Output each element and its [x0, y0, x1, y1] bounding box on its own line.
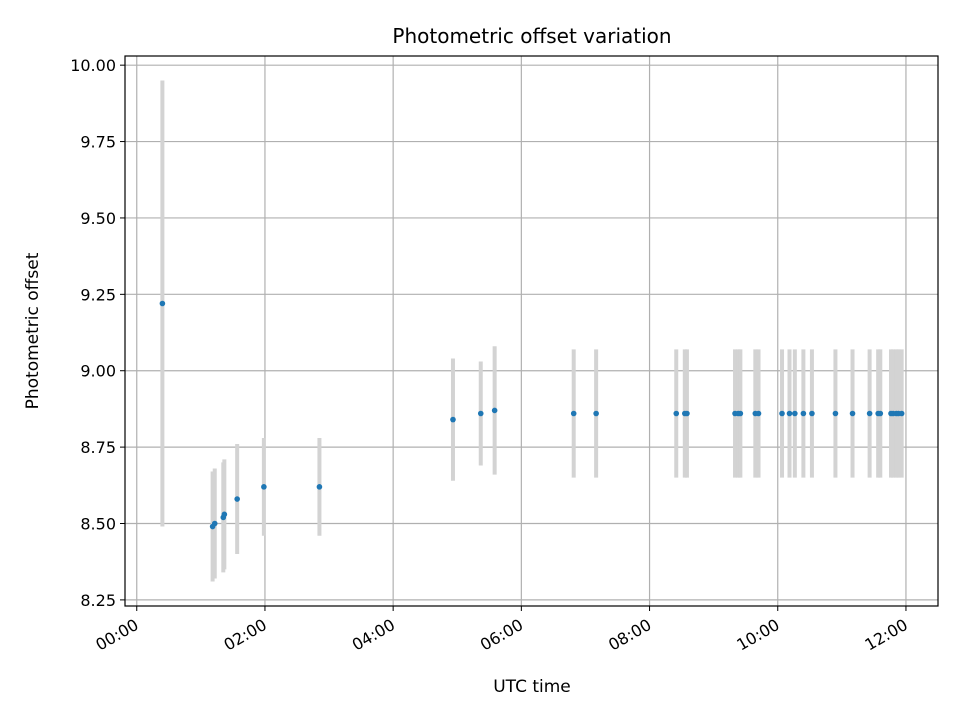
y-tick-label: 8.25: [80, 591, 116, 610]
y-tick-label: 8.50: [80, 515, 116, 534]
data-point: [809, 410, 815, 417]
y-axis-label: Photometric offset: [23, 252, 43, 409]
data-point: [737, 410, 744, 417]
data-point: [792, 410, 798, 417]
data-point: [832, 410, 839, 417]
data-point: [221, 511, 228, 518]
x-tick-label: 12:00: [862, 615, 911, 655]
y-tick-label: 9.25: [80, 285, 116, 304]
data-point: [800, 410, 807, 417]
y-tick-label: 9.75: [80, 133, 116, 152]
x-axis-label: UTC time: [493, 677, 571, 697]
plot-background: [125, 56, 938, 606]
x-tick-label: 02:00: [221, 615, 270, 655]
data-point: [316, 484, 323, 490]
x-tick-label: 04:00: [349, 615, 398, 655]
x-tick-label: 08:00: [605, 615, 654, 655]
data-point: [898, 410, 905, 417]
y-axis-ticks: 8.25 8.50 8.75 9.00 9.25 9.50 9.75 10.00: [70, 56, 125, 610]
data-point: [261, 484, 267, 490]
data-point: [211, 520, 218, 527]
data-point: [786, 410, 793, 417]
data-point: [673, 410, 680, 417]
plot-frame: [124, 55, 939, 607]
data-point: [866, 410, 873, 417]
data-point: [491, 407, 498, 414]
data-point: [593, 410, 599, 417]
x-tick-label: 10:00: [733, 615, 782, 655]
data-point: [477, 410, 484, 417]
data-point: [779, 410, 785, 417]
data-point: [234, 496, 240, 502]
y-tick-label: 10.00: [70, 56, 116, 75]
data-point: [849, 410, 856, 417]
y-tick-label: 9.50: [80, 209, 116, 228]
y-tick-label: 8.75: [80, 438, 116, 457]
data-point: [684, 410, 690, 417]
x-tick-label: 00:00: [92, 615, 141, 655]
data-point: [159, 300, 166, 307]
x-axis-ticks: 00:00 02:00 04:00 06:00 08:00 10:00 12:00: [92, 606, 911, 655]
data-point: [877, 410, 884, 417]
data-points: [159, 300, 905, 530]
data-point: [755, 410, 762, 417]
y-tick-label: 9.00: [80, 362, 116, 381]
data-point: [570, 410, 577, 417]
data-point: [450, 416, 456, 423]
chart-title: Photometric offset variation: [392, 24, 671, 48]
x-tick-label: 06:00: [477, 615, 526, 655]
